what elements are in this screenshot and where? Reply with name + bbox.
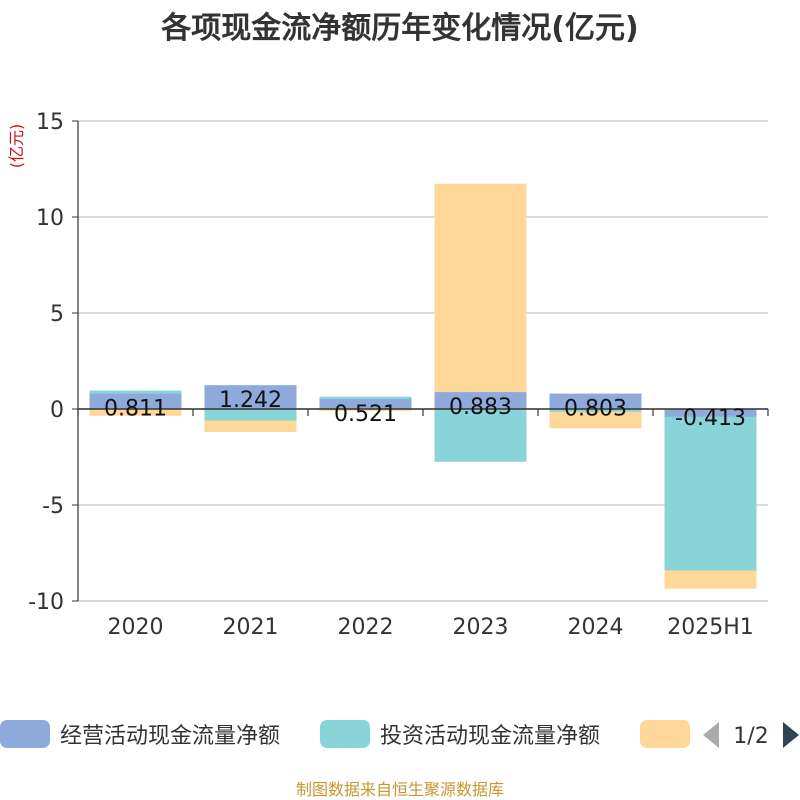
bar-2023-s2 bbox=[434, 409, 527, 462]
bar-2022-s3 bbox=[319, 409, 412, 411]
x-tick-label: 2025H1 bbox=[667, 615, 754, 640]
y-tick-label: -10 bbox=[28, 590, 64, 615]
bar-2023-s3 bbox=[434, 183, 527, 393]
data-label: -0.413 bbox=[675, 406, 746, 431]
x-tick-label: 2024 bbox=[568, 615, 624, 640]
legend-label: 经营活动现金流量净额 bbox=[60, 724, 280, 749]
bar-2022-s1 bbox=[319, 398, 412, 409]
bars bbox=[89, 183, 757, 589]
bar-2025H1-s3 bbox=[664, 570, 757, 589]
axes: 15 10 5 0 -5 -10 2020 2021 2022 2023 2024 2025H1 bbox=[28, 110, 769, 640]
legend: 经营活动现金流量净额 投资活动现金流量净额 1/2 bbox=[0, 720, 799, 749]
legend-item-2[interactable]: 投资活动现金流量净额 bbox=[320, 720, 600, 749]
y-tick-label: 10 bbox=[36, 206, 64, 231]
legend-item-1[interactable]: 经营活动现金流量净额 bbox=[0, 720, 280, 749]
bar-2024-s1 bbox=[549, 393, 642, 409]
x-tick-label: 2021 bbox=[223, 615, 279, 640]
bar-2021-s1 bbox=[204, 385, 297, 409]
legend-label: 投资活动现金流量净额 bbox=[380, 724, 600, 749]
legend-item-3[interactable] bbox=[640, 720, 690, 748]
data-label: 0.521 bbox=[334, 402, 397, 427]
y-axis-label: (亿元) bbox=[7, 124, 26, 169]
source-note: 制图数据来自恒生聚源数据库 bbox=[296, 780, 504, 799]
y-tick-label: 15 bbox=[36, 110, 64, 135]
chart-title: 各项现金流净额历年变化情况(亿元) bbox=[160, 11, 638, 46]
y-tick-label: 5 bbox=[50, 302, 64, 327]
legend-swatch bbox=[0, 720, 50, 748]
bar-2020-s2 bbox=[89, 390, 182, 394]
bar-2020-s3 bbox=[89, 409, 182, 416]
bar-2025H1-s1 bbox=[664, 409, 757, 417]
x-tick-label: 2020 bbox=[108, 615, 164, 640]
data-label: 0.811 bbox=[104, 396, 167, 421]
legend-swatch bbox=[640, 720, 690, 748]
legend-swatch bbox=[320, 720, 370, 748]
bar-2021-s3 bbox=[204, 420, 297, 433]
bar-2025H1-s2 bbox=[664, 416, 757, 571]
legend-page-indicator: 1/2 bbox=[733, 724, 768, 749]
data-label: 1.242 bbox=[219, 388, 282, 413]
bar-2020-s1 bbox=[89, 393, 182, 409]
x-tick-label: 2022 bbox=[338, 615, 394, 640]
bar-2024-s3 bbox=[549, 411, 642, 429]
data-label: 0.803 bbox=[564, 397, 627, 422]
legend-next-icon[interactable] bbox=[783, 722, 799, 748]
data-labels: 0.811 1.242 0.521 0.883 0.803 -0.413 bbox=[104, 388, 746, 431]
data-label: 0.883 bbox=[449, 395, 512, 420]
y-tick-label: -5 bbox=[42, 494, 64, 519]
bar-2021-s2 bbox=[204, 409, 297, 421]
x-tick-label: 2023 bbox=[453, 615, 509, 640]
bar-2022-s2 bbox=[319, 396, 412, 399]
bar-2023-s1 bbox=[434, 392, 527, 409]
legend-prev-icon[interactable] bbox=[703, 722, 719, 748]
y-tick-label: 0 bbox=[50, 398, 64, 423]
bar-2024-s2 bbox=[549, 409, 642, 412]
